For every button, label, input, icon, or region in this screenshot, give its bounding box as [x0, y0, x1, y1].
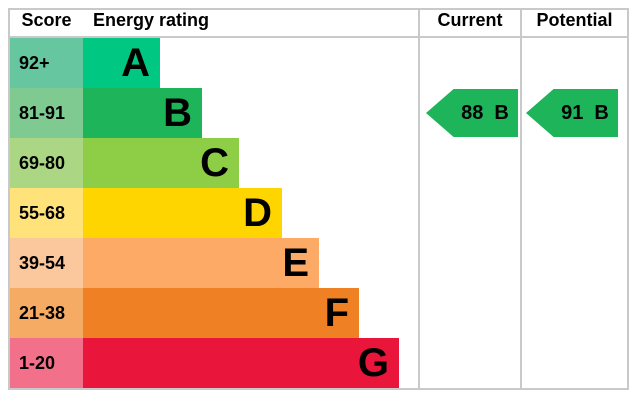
- potential-cell-a: [520, 38, 627, 88]
- band-row-f: 21-38 F: [10, 288, 627, 338]
- potential-cell-d: [520, 188, 627, 238]
- rating-cell-c: C: [83, 138, 418, 188]
- rating-cell-b: B: [83, 88, 418, 138]
- score-range-d: 55-68: [10, 188, 83, 238]
- current-header: Current: [418, 10, 520, 36]
- band-row-g: 1-20 G: [10, 338, 627, 388]
- band-letter-g: G: [357, 341, 389, 385]
- potential-band-letter: B: [594, 101, 609, 124]
- band-letter-d: D: [243, 191, 272, 235]
- score-range-g: 1-20: [10, 338, 83, 388]
- band-letter-f: F: [324, 291, 349, 335]
- current-cell-b: 88 B: [418, 88, 520, 138]
- current-cell-f: [418, 288, 520, 338]
- current-cell-c: [418, 138, 520, 188]
- current-band-letter: B: [494, 101, 509, 124]
- band-row-c: 69-80 C: [10, 138, 627, 188]
- band-bar-d: D: [83, 188, 282, 238]
- band-letter-b: B: [163, 91, 192, 135]
- band-row-a: 92+ A: [10, 38, 627, 88]
- band-row-d: 55-68 D: [10, 188, 627, 238]
- current-cell-e: [418, 238, 520, 288]
- band-letter-c: C: [200, 141, 229, 185]
- band-row-e: 39-54 E: [10, 238, 627, 288]
- potential-cell-b: 91 B: [520, 88, 627, 138]
- band-letter-a: A: [121, 41, 150, 85]
- header-row: Score Energy rating Current Potential: [10, 10, 627, 38]
- potential-cell-e: [520, 238, 627, 288]
- potential-score-value: 91: [561, 101, 584, 124]
- current-cell-d: [418, 188, 520, 238]
- current-cell-g: [418, 338, 520, 388]
- band-bar-f: F: [83, 288, 359, 338]
- band-row-b: 81-91 B 88 B 91 B: [10, 88, 627, 138]
- band-bar-b: B: [83, 88, 202, 138]
- score-range-e: 39-54: [10, 238, 83, 288]
- epc-energy-rating-chart: Score Energy rating Current Potential 92…: [8, 8, 629, 390]
- current-rating-arrow: 88 B: [426, 89, 518, 137]
- rating-cell-d: D: [83, 188, 418, 238]
- band-bar-e: E: [83, 238, 319, 288]
- score-range-b: 81-91: [10, 88, 83, 138]
- band-bar-g: G: [83, 338, 399, 388]
- potential-cell-f: [520, 288, 627, 338]
- band-letter-e: E: [282, 241, 309, 285]
- score-range-a: 92+: [10, 38, 83, 88]
- score-range-c: 69-80: [10, 138, 83, 188]
- rating-cell-a: A: [83, 38, 418, 88]
- rating-cell-g: G: [83, 338, 418, 388]
- potential-header: Potential: [520, 10, 627, 36]
- band-bar-a: A: [83, 38, 160, 88]
- potential-cell-g: [520, 338, 627, 388]
- potential-rating-arrow: 91 B: [526, 89, 618, 137]
- current-score-value: 88: [461, 101, 484, 124]
- band-bar-c: C: [83, 138, 239, 188]
- score-range-f: 21-38: [10, 288, 83, 338]
- potential-cell-c: [520, 138, 627, 188]
- rating-cell-f: F: [83, 288, 418, 338]
- current-cell-a: [418, 38, 520, 88]
- energy-rating-header: Energy rating: [93, 10, 210, 30]
- rating-cell-e: E: [83, 238, 418, 288]
- score-header: Score: [21, 10, 72, 30]
